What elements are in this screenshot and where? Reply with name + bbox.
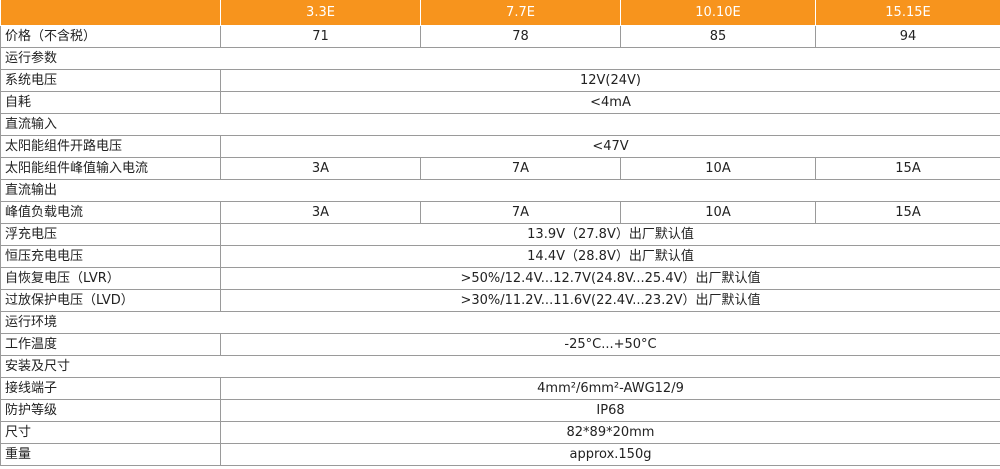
spec-row: 浮充电压 13.9V（27.8V）出厂默认值 <box>0 223 1000 246</box>
section-label: 运行参数 <box>0 47 1000 70</box>
header-cell: 15.15E <box>815 0 1000 26</box>
spec-row: 太阳能组件开路电压 <47V <box>0 135 1000 158</box>
section-label: 安装及尺寸 <box>0 355 1000 378</box>
value-cell: 94 <box>815 25 1000 48</box>
value-cell: 12V(24V) <box>220 69 1000 92</box>
spec-row: 自恢复电压（LVR） >50%/12.4V...12.7V(24.8V...25.… <box>0 267 1000 290</box>
section-label: 直流输出 <box>0 179 1000 202</box>
spec-row: 峰值负载电流 3A 7A 10A 15A <box>0 201 1000 224</box>
value-cell: 82*89*20mm <box>220 421 1000 444</box>
value-cell: 15A <box>815 157 1000 180</box>
value-cell: 15A <box>815 201 1000 224</box>
header-cell: 10.10E <box>620 0 816 26</box>
value-cell: 7A <box>420 157 621 180</box>
row-label: 恒压充电电压 <box>0 245 221 268</box>
value-cell: 10A <box>620 157 816 180</box>
header-row: 3.3E 7.7E 10.10E 15.15E <box>0 0 1000 26</box>
section-label: 直流输入 <box>0 113 1000 136</box>
header-blank <box>0 0 221 26</box>
spec-row: 重量 approx.150g <box>0 443 1000 466</box>
value-cell: 3A <box>220 157 421 180</box>
row-label: 峰值负载电流 <box>0 201 221 224</box>
row-label: 工作温度 <box>0 333 221 356</box>
value-cell: 78 <box>420 25 621 48</box>
spec-row: 自耗 <4mA <box>0 91 1000 114</box>
row-label: 过放保护电压（LVD） <box>0 289 221 312</box>
row-label: 尺寸 <box>0 421 221 444</box>
value-cell: approx.150g <box>220 443 1000 466</box>
header-cell: 3.3E <box>220 0 421 26</box>
value-cell: >30%/11.2V...11.6V(22.4V...23.2V）出厂默认值 <box>220 289 1000 312</box>
section-row: 运行环境 <box>0 311 1000 334</box>
value-cell: -25°C...+50°C <box>220 333 1000 356</box>
header-cell: 7.7E <box>420 0 621 26</box>
section-row: 直流输出 <box>0 179 1000 202</box>
value-cell: 4mm²/6mm²-AWG12/9 <box>220 377 1000 400</box>
value-cell: <47V <box>220 135 1000 158</box>
spec-row: 防护等级 IP68 <box>0 399 1000 422</box>
row-label: 自耗 <box>0 91 221 114</box>
section-row: 安装及尺寸 <box>0 355 1000 378</box>
value-cell: IP68 <box>220 399 1000 422</box>
spec-row: 工作温度 -25°C...+50°C <box>0 333 1000 356</box>
row-label: 自恢复电压（LVR） <box>0 267 221 290</box>
spec-row: 价格（不含税） 71 78 85 94 <box>0 25 1000 48</box>
value-cell: 85 <box>620 25 816 48</box>
row-label: 重量 <box>0 443 221 466</box>
row-label: 太阳能组件开路电压 <box>0 135 221 158</box>
spec-row: 接线端子 4mm²/6mm²-AWG12/9 <box>0 377 1000 400</box>
spec-row: 恒压充电电压 14.4V（28.8V）出厂默认值 <box>0 245 1000 268</box>
spec-row: 太阳能组件峰值输入电流 3A 7A 10A 15A <box>0 157 1000 180</box>
row-label: 系统电压 <box>0 69 221 92</box>
value-cell: 13.9V（27.8V）出厂默认值 <box>220 223 1000 246</box>
value-cell: >50%/12.4V...12.7V(24.8V...25.4V）出厂默认值 <box>220 267 1000 290</box>
value-cell: 14.4V（28.8V）出厂默认值 <box>220 245 1000 268</box>
row-label: 价格（不含税） <box>0 25 221 48</box>
row-label: 太阳能组件峰值输入电流 <box>0 157 221 180</box>
row-label: 接线端子 <box>0 377 221 400</box>
spec-row: 尺寸 82*89*20mm <box>0 421 1000 444</box>
row-label: 浮充电压 <box>0 223 221 246</box>
value-cell: 7A <box>420 201 621 224</box>
section-row: 直流输入 <box>0 113 1000 136</box>
section-label: 运行环境 <box>0 311 1000 334</box>
value-cell: <4mA <box>220 91 1000 114</box>
section-row: 运行参数 <box>0 47 1000 70</box>
spec-row: 系统电压 12V(24V) <box>0 69 1000 92</box>
value-cell: 71 <box>220 25 421 48</box>
value-cell: 10A <box>620 201 816 224</box>
value-cell: 3A <box>220 201 421 224</box>
row-label: 防护等级 <box>0 399 221 422</box>
spec-row: 过放保护电压（LVD） >30%/11.2V...11.6V(22.4V...23… <box>0 289 1000 312</box>
